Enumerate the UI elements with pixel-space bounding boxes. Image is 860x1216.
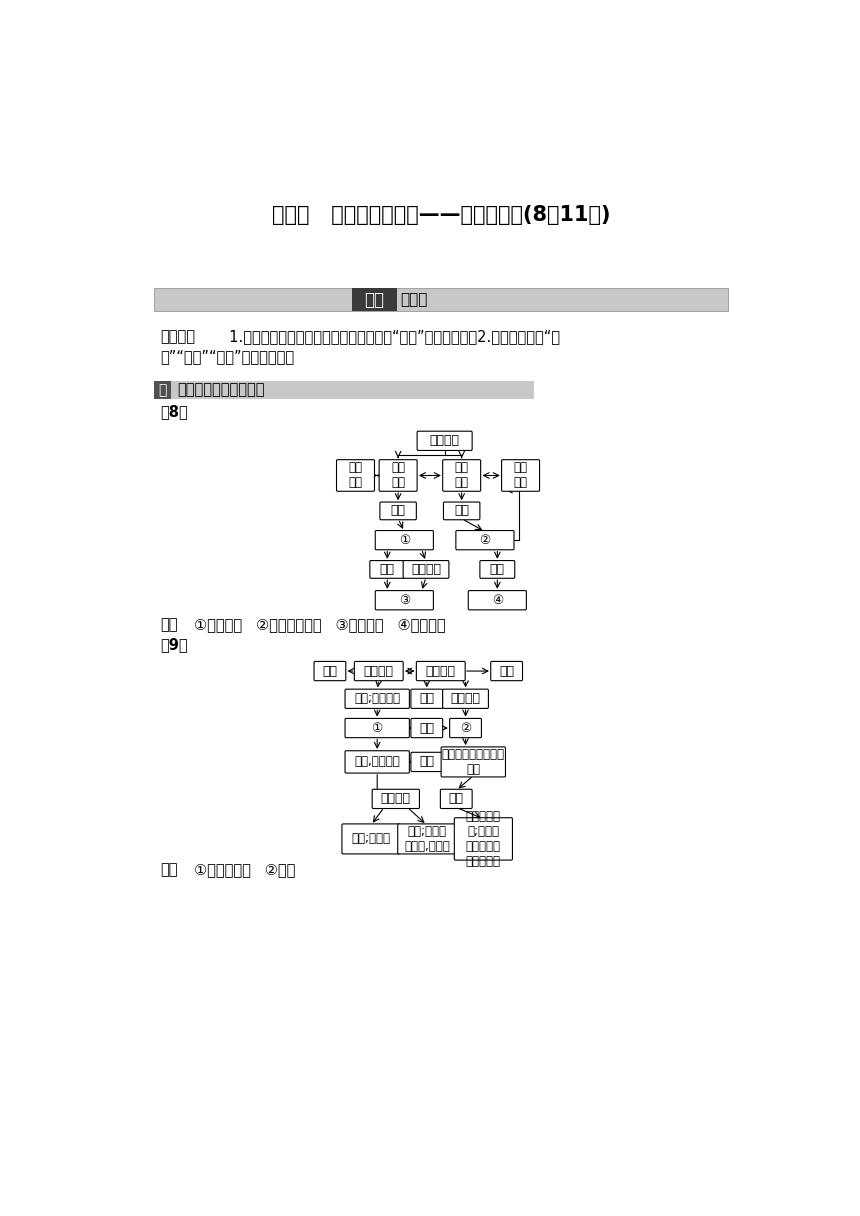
FancyBboxPatch shape	[456, 530, 514, 550]
FancyBboxPatch shape	[370, 561, 405, 579]
Text: 熟悉
社会: 熟悉 社会	[348, 462, 363, 490]
FancyBboxPatch shape	[345, 689, 409, 709]
Text: 填出导图中的空缺部分: 填出导图中的空缺部分	[177, 383, 265, 398]
FancyBboxPatch shape	[345, 750, 409, 773]
Text: ①调解，教育   ②刑罚: ①调解，教育 ②刑罚	[194, 862, 296, 877]
FancyBboxPatch shape	[397, 824, 456, 854]
Text: 任务单: 任务单	[400, 292, 427, 308]
FancyBboxPatch shape	[468, 591, 526, 610]
Text: 事实;副作用
破坏礼,未立法: 事实;副作用 破坏礼,未立法	[404, 824, 450, 852]
Text: 阶段三   社会秩序与权力——礼治与长老(8～11章): 阶段三 社会秩序与权力——礼治与长老(8～11章)	[272, 206, 610, 225]
Text: ④: ④	[492, 593, 503, 607]
FancyBboxPatch shape	[336, 460, 374, 491]
FancyBboxPatch shape	[443, 689, 488, 709]
FancyBboxPatch shape	[314, 662, 346, 681]
Text: 礼治社会: 礼治社会	[364, 665, 394, 677]
Text: ②: ②	[479, 534, 490, 547]
Text: 法治: 法治	[454, 505, 470, 517]
FancyBboxPatch shape	[379, 460, 417, 491]
Text: 人民怎样应
用;在社会
结构和思想
观念上改革: 人民怎样应 用;在社会 结构和思想 观念上改革	[466, 810, 501, 868]
Text: 一: 一	[158, 383, 167, 396]
Text: 学习目标: 学习目标	[160, 330, 195, 344]
Bar	[154, 288, 728, 311]
Text: 法治社会: 法治社会	[426, 665, 456, 677]
Text: 理论;好现象: 理论;好现象	[352, 833, 390, 845]
Text: 秩序维持: 秩序维持	[430, 434, 459, 447]
Text: 保护个人权利和社会
安全: 保护个人权利和社会 安全	[442, 748, 505, 776]
Bar	[154, 381, 171, 399]
Text: 现代
社会: 现代 社会	[455, 462, 469, 490]
Text: 变迁
社会: 变迁 社会	[513, 462, 527, 490]
Text: 乡土
社会: 乡土 社会	[391, 462, 405, 490]
FancyBboxPatch shape	[403, 561, 449, 579]
Text: 1.通过比较、分析与溯源，理解乡土社会“礼治”概念的内涵。2.探讨乡土社会“礼: 1.通过比较、分析与溯源，理解乡土社会“礼治”概念的内涵。2.探讨乡土社会“礼	[220, 330, 560, 344]
Text: 目的: 目的	[420, 755, 434, 769]
Text: ①依靠传统   ②依靠国家权力   ③主动服膚   ④从外限制: ①依靠传统 ②依靠国家权力 ③主动服膚 ④从外限制	[194, 618, 446, 632]
Text: 方法: 方法	[420, 721, 434, 734]
Text: 礼治: 礼治	[390, 505, 406, 517]
FancyBboxPatch shape	[342, 824, 400, 854]
Text: 第9章: 第9章	[160, 637, 187, 652]
FancyBboxPatch shape	[354, 662, 403, 681]
Text: 克己修身: 克己修身	[411, 563, 441, 576]
Text: 教化: 教化	[380, 563, 395, 576]
Text: ②: ②	[460, 721, 471, 734]
Text: 答案: 答案	[160, 862, 178, 877]
Text: ③: ③	[399, 593, 410, 607]
FancyBboxPatch shape	[501, 460, 539, 491]
FancyBboxPatch shape	[444, 502, 480, 519]
FancyBboxPatch shape	[375, 530, 433, 550]
Text: 诉诉: 诉诉	[499, 665, 514, 677]
Text: 原因: 原因	[420, 692, 434, 705]
Text: ①: ①	[372, 721, 383, 734]
Bar	[352, 288, 396, 311]
FancyBboxPatch shape	[411, 753, 443, 771]
Text: 侵犯权利: 侵犯权利	[451, 692, 481, 705]
FancyBboxPatch shape	[450, 719, 482, 738]
FancyBboxPatch shape	[440, 789, 472, 809]
FancyBboxPatch shape	[411, 689, 443, 709]
FancyBboxPatch shape	[380, 502, 416, 519]
Text: 无礼;道德问题: 无礼;道德问题	[354, 692, 400, 705]
FancyBboxPatch shape	[454, 817, 513, 860]
Text: 无诉: 无诉	[322, 665, 337, 677]
FancyBboxPatch shape	[411, 719, 443, 738]
Text: 冲击: 冲击	[449, 793, 464, 805]
Text: 答案: 答案	[160, 618, 178, 632]
FancyBboxPatch shape	[375, 591, 433, 610]
Text: 治”“法治”“政治”之间的关系。: 治”“法治”“政治”之间的关系。	[160, 349, 294, 365]
FancyBboxPatch shape	[443, 460, 481, 491]
Text: 蠔变时期: 蠔变时期	[381, 793, 411, 805]
FancyBboxPatch shape	[345, 719, 409, 738]
FancyBboxPatch shape	[416, 662, 465, 681]
FancyBboxPatch shape	[372, 789, 420, 809]
Text: 知礼,克己修身: 知礼,克己修身	[354, 755, 400, 769]
FancyBboxPatch shape	[417, 432, 472, 450]
Text: 惩罚: 惩罚	[490, 563, 505, 576]
Text: ①: ①	[399, 534, 410, 547]
Bar	[154, 381, 534, 399]
FancyBboxPatch shape	[480, 561, 515, 579]
Text: 第8章: 第8章	[160, 404, 188, 420]
FancyBboxPatch shape	[441, 747, 506, 777]
FancyBboxPatch shape	[491, 662, 523, 681]
Text: 预学: 预学	[364, 291, 384, 309]
